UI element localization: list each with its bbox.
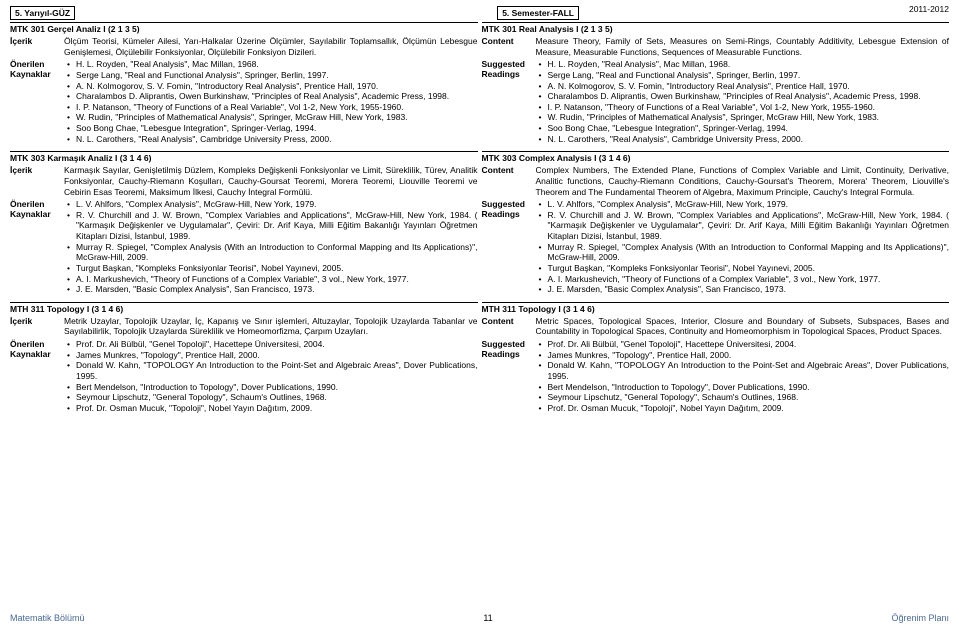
readings-list: Prof. Dr. Ali Bülbül, "Genel Topoloji", … xyxy=(536,338,950,414)
label-icerik: İçerik xyxy=(10,164,64,198)
list-item: W. Rudin, "Principles of Mathematical An… xyxy=(64,112,478,123)
list-item: Serge Lang, "Real and Functional Analysi… xyxy=(536,70,950,81)
list-item: A. I. Markushevich, "Theory of Functions… xyxy=(64,274,478,285)
list-item: H. L. Royden, "Real Analysis", Mac Milla… xyxy=(64,59,478,70)
list-item: James Munkres, "Topology", Prentice Hall… xyxy=(64,350,478,361)
list-item: R. V. Churchill and J. W. Brown, "Comple… xyxy=(536,210,950,242)
label-content: Content xyxy=(482,315,536,338)
list-item: Charalambos D. Aliprantis, Owen Burkinsh… xyxy=(64,91,478,102)
course-block: MTK 301 Real Analysis I (2 1 3 5)Content… xyxy=(482,22,950,145)
list-item: J. E. Marsden, "Basic Complex Analysis",… xyxy=(536,284,950,295)
list-item: I. P. Natanson, "Theory of Functions of … xyxy=(64,102,478,113)
list-item: A. N. Kolmogorov, S. V. Fomin, "Introduc… xyxy=(536,81,950,92)
list-item: Turgut Başkan, "Kompleks Fonksiyonlar Te… xyxy=(536,263,950,274)
footer-right: Öğrenim Planı xyxy=(891,613,949,623)
readings-row: SuggestedReadingsProf. Dr. Ali Bülbül, "… xyxy=(482,338,950,414)
readings-row: ÖnerilenKaynaklarL. V. Ahlfors, "Complex… xyxy=(10,198,478,296)
course-content: Karmaşık Sayılar, Genişletilmiş Düzlem, … xyxy=(64,164,478,198)
readings-list: L. V. Ahlfors, "Complex Analysis", McGra… xyxy=(64,198,478,296)
list-item: Murray R. Spiegel, "Complex Analysis (Wi… xyxy=(64,242,478,263)
list-item: H. L. Royden, "Real Analysis", Mac Milla… xyxy=(536,59,950,70)
course-block: MTK 303 Complex Analysis I (3 1 4 6)Cont… xyxy=(482,151,950,296)
list-item: Prof. Dr. Ali Bülbül, "Genel Topoloji", … xyxy=(536,339,950,350)
course-content: Complex Numbers, The Extended Plane, Fun… xyxy=(536,164,950,198)
readings-list: H. L. Royden, "Real Analysis", Mac Milla… xyxy=(536,58,950,145)
course-block: MTH 311 Topology I (3 1 4 6)ContentMetri… xyxy=(482,302,950,415)
list-item: Donald W. Kahn, "TOPOLOGY An Introductio… xyxy=(64,360,478,381)
course-content: Measure Theory, Family of Sets, Measures… xyxy=(536,35,950,58)
readings-row: ÖnerilenKaynaklarH. L. Royden, "Real Ana… xyxy=(10,58,478,145)
readings-list: H. L. Royden, "Real Analysis", Mac Milla… xyxy=(64,58,478,145)
course-block: MTK 303 Karmaşık Analiz I (3 1 4 6)İçeri… xyxy=(10,151,478,296)
list-item: J. E. Marsden, "Basic Complex Analysis",… xyxy=(64,284,478,295)
list-item: Bert Mendelson, "Introduction to Topolog… xyxy=(64,382,478,393)
list-item: Serge Lang, "Real and Functional Analysi… xyxy=(64,70,478,81)
list-item: L. V. Ahlfors, "Complex Analysis", McGra… xyxy=(64,199,478,210)
list-item: Charalambos D. Aliprantis, Owen Burkinsh… xyxy=(536,91,950,102)
content-row: ContentComplex Numbers, The Extended Pla… xyxy=(482,164,950,198)
list-item: A. I. Markushevich, "Theory of Functions… xyxy=(536,274,950,285)
list-item: Prof. Dr. Osman Mucuk, "Topoloji", Nobel… xyxy=(64,403,478,414)
course-title: MTK 303 Karmaşık Analiz I (3 1 4 6) xyxy=(10,152,478,164)
course-title: MTH 311 Topology I (3 1 4 6) xyxy=(482,303,950,315)
content-row: İçerikÖlçüm Teorisi, Kümeler Ailesi, Yar… xyxy=(10,35,478,58)
semester-left: 5. Yarıyıl-GÜZ xyxy=(10,6,75,20)
list-item: N. L. Carothers, "Real Analysis", Cambri… xyxy=(536,134,950,145)
course-title: MTK 301 Gerçel Analiz I (2 1 3 5) xyxy=(10,23,478,35)
course-content: Metric Spaces, Topological Spaces, Inter… xyxy=(536,315,950,338)
right-column: MTK 301 Real Analysis I (2 1 3 5)Content… xyxy=(482,22,950,420)
footer-page: 11 xyxy=(483,613,492,623)
list-item: Seymour Lipschutz, "General Topology", S… xyxy=(536,392,950,403)
readings-row: SuggestedReadingsL. V. Ahlfors, "Complex… xyxy=(482,198,950,296)
readings-list: L. V. Ahlfors, "Complex Analysis", McGra… xyxy=(536,198,950,296)
label-readings: SuggestedReadings xyxy=(482,338,536,414)
list-item: N. L. Carothers, "Real Analysis", Cambri… xyxy=(64,134,478,145)
label-content: Content xyxy=(482,164,536,198)
readings-row: ÖnerilenKaynaklarProf. Dr. Ali Bülbül, "… xyxy=(10,338,478,414)
course-block: MTK 301 Gerçel Analiz I (2 1 3 5)İçerikÖ… xyxy=(10,22,478,145)
list-item: Bert Mendelson, "Introduction to Topolog… xyxy=(536,382,950,393)
list-item: Prof. Dr. Ali Bülbül, "Genel Topoloji", … xyxy=(64,339,478,350)
list-item: I. P. Natanson, "Theory of Functions of … xyxy=(536,102,950,113)
course-block: MTH 311 Topology I (3 1 4 6)İçerikMetrik… xyxy=(10,302,478,415)
list-item: Donald W. Kahn, "TOPOLOGY An Introductio… xyxy=(536,360,950,381)
label-content: Content xyxy=(482,35,536,58)
semester-header: 5. Yarıyıl-GÜZ 5. Semester-FALL xyxy=(10,6,949,20)
course-content: Ölçüm Teorisi, Kümeler Ailesi, Yarı-Halk… xyxy=(64,35,478,58)
list-item: Turgut Başkan, "Kompleks Fonksiyonlar Te… xyxy=(64,263,478,274)
label-kaynaklar: ÖnerilenKaynaklar xyxy=(10,58,64,145)
list-item: James Munkres, "Topology", Prentice Hall… xyxy=(536,350,950,361)
label-icerik: İçerik xyxy=(10,315,64,338)
content-row: ContentMeasure Theory, Family of Sets, M… xyxy=(482,35,950,58)
readings-row: SuggestedReadingsH. L. Royden, "Real Ana… xyxy=(482,58,950,145)
semester-right: 5. Semester-FALL xyxy=(497,6,579,20)
list-item: Soo Bong Chae, "Lebesgue Integration", S… xyxy=(64,123,478,134)
label-kaynaklar: ÖnerilenKaynaklar xyxy=(10,198,64,296)
left-column: MTK 301 Gerçel Analiz I (2 1 3 5)İçerikÖ… xyxy=(10,22,478,420)
list-item: Murray R. Spiegel, "Complex Analysis (Wi… xyxy=(536,242,950,263)
course-content: Metrik Uzaylar, Topolojik Uzaylar, İç, K… xyxy=(64,315,478,338)
label-icerik: İçerik xyxy=(10,35,64,58)
list-item: Soo Bong Chae, "Lebesgue Integration", S… xyxy=(536,123,950,134)
content-columns: MTK 301 Gerçel Analiz I (2 1 3 5)İçerikÖ… xyxy=(10,22,949,420)
label-readings: SuggestedReadings xyxy=(482,198,536,296)
course-title: MTH 311 Topology I (3 1 4 6) xyxy=(10,303,478,315)
course-title: MTK 301 Real Analysis I (2 1 3 5) xyxy=(482,23,950,35)
page-footer: Matematik Bölümü 11 Öğrenim Planı xyxy=(10,613,949,623)
content-row: İçerikKarmaşık Sayılar, Genişletilmiş Dü… xyxy=(10,164,478,198)
content-row: ContentMetric Spaces, Topological Spaces… xyxy=(482,315,950,338)
readings-list: Prof. Dr. Ali Bülbül, "Genel Topoloji", … xyxy=(64,338,478,414)
list-item: Seymour Lipschutz, "General Topology", S… xyxy=(64,392,478,403)
year-label: 2011-2012 xyxy=(909,4,949,14)
list-item: R. V. Churchill and J. W. Brown, "Comple… xyxy=(64,210,478,242)
label-readings: SuggestedReadings xyxy=(482,58,536,145)
course-title: MTK 303 Complex Analysis I (3 1 4 6) xyxy=(482,152,950,164)
list-item: A. N. Kolmogorov, S. V. Fomin, "Introduc… xyxy=(64,81,478,92)
list-item: W. Rudin, "Principles of Mathematical An… xyxy=(536,112,950,123)
list-item: Prof. Dr. Osman Mucuk, "Topoloji", Nobel… xyxy=(536,403,950,414)
footer-left: Matematik Bölümü xyxy=(10,613,85,623)
label-kaynaklar: ÖnerilenKaynaklar xyxy=(10,338,64,414)
list-item: L. V. Ahlfors, "Complex Analysis", McGra… xyxy=(536,199,950,210)
content-row: İçerikMetrik Uzaylar, Topolojik Uzaylar,… xyxy=(10,315,478,338)
